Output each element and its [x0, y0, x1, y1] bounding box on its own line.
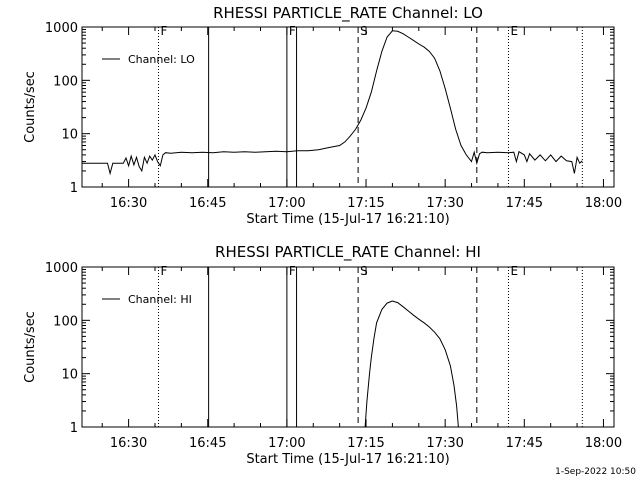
- hi-x-axis-label: Start Time (15-Jul-17 16:21:10): [246, 452, 449, 467]
- hi-plot-frame: [81, 266, 615, 428]
- hi-x-tick-label: 17:30: [426, 436, 463, 451]
- plot-timestamp: 1-Sep-2022 10:50: [555, 467, 636, 477]
- lo-plot-frame: [81, 26, 615, 188]
- hi-x-tick-label: 17:45: [506, 436, 543, 451]
- hi-y-tick-label: 1000: [45, 261, 78, 276]
- lo-series-line: [82, 30, 583, 176]
- hi-marker-label: F: [289, 264, 296, 278]
- hi-marker-label: S: [360, 264, 368, 278]
- lo-y-tick-label: 1000: [45, 21, 78, 36]
- hi-marker-label: F: [161, 264, 168, 278]
- lo-x-axis-label: Start Time (15-Jul-17 16:21:10): [246, 212, 449, 227]
- lo-y-tick-label: 100: [53, 74, 78, 89]
- hi-x-tick-label: 17:00: [268, 436, 305, 451]
- hi-y-tick-label: 1: [70, 421, 78, 436]
- hi-series-line: [364, 300, 459, 428]
- lo-marker-label: E: [510, 24, 518, 38]
- lo-y-tick-label: 10: [61, 128, 78, 143]
- lo-x-tick-label: 17:15: [347, 196, 384, 211]
- lo-x-tick-label: 16:30: [110, 196, 147, 211]
- panel-lo: RHESSI PARTICLE_RATE Channel: LO 1 10 100 10…: [23, 4, 622, 227]
- lo-marker-label: F: [161, 24, 168, 38]
- hi-x-tick-label: 16:30: [110, 436, 147, 451]
- hi-chart-title: RHESSI PARTICLE_RATE Channel: HI: [215, 243, 481, 262]
- lo-x-tick-label: 16:45: [189, 196, 226, 211]
- lo-x-tick-label: 17:45: [506, 196, 543, 211]
- lo-y-tick-label: 1: [70, 181, 78, 196]
- hi-y-axis-label: Counts/sec: [23, 311, 38, 383]
- panel-hi: RHESSI PARTICLE_RATE Channel: HI 1 10 100 10…: [23, 243, 622, 467]
- lo-marker-label: F: [289, 24, 296, 38]
- lo-x-tick-label: 17:00: [268, 196, 305, 211]
- hi-y-tick-label: 10: [61, 368, 78, 383]
- hi-y-tick-label: 100: [53, 314, 78, 329]
- lo-marker-label: S: [360, 24, 368, 38]
- hi-legend-label: Channel: HI: [128, 293, 192, 306]
- hi-x-tick-label: 18:00: [585, 436, 622, 451]
- lo-x-tick-label: 18:00: [585, 196, 622, 211]
- hi-x-tick-label: 16:45: [189, 436, 226, 451]
- hi-marker-label: E: [510, 264, 518, 278]
- lo-x-tick-label: 17:30: [426, 196, 463, 211]
- lo-y-axis-label: Counts/sec: [23, 71, 38, 143]
- lo-legend-label: Channel: LO: [128, 53, 195, 66]
- lo-chart-title: RHESSI PARTICLE_RATE Channel: LO: [213, 4, 483, 23]
- hi-x-tick-label: 17:15: [347, 436, 384, 451]
